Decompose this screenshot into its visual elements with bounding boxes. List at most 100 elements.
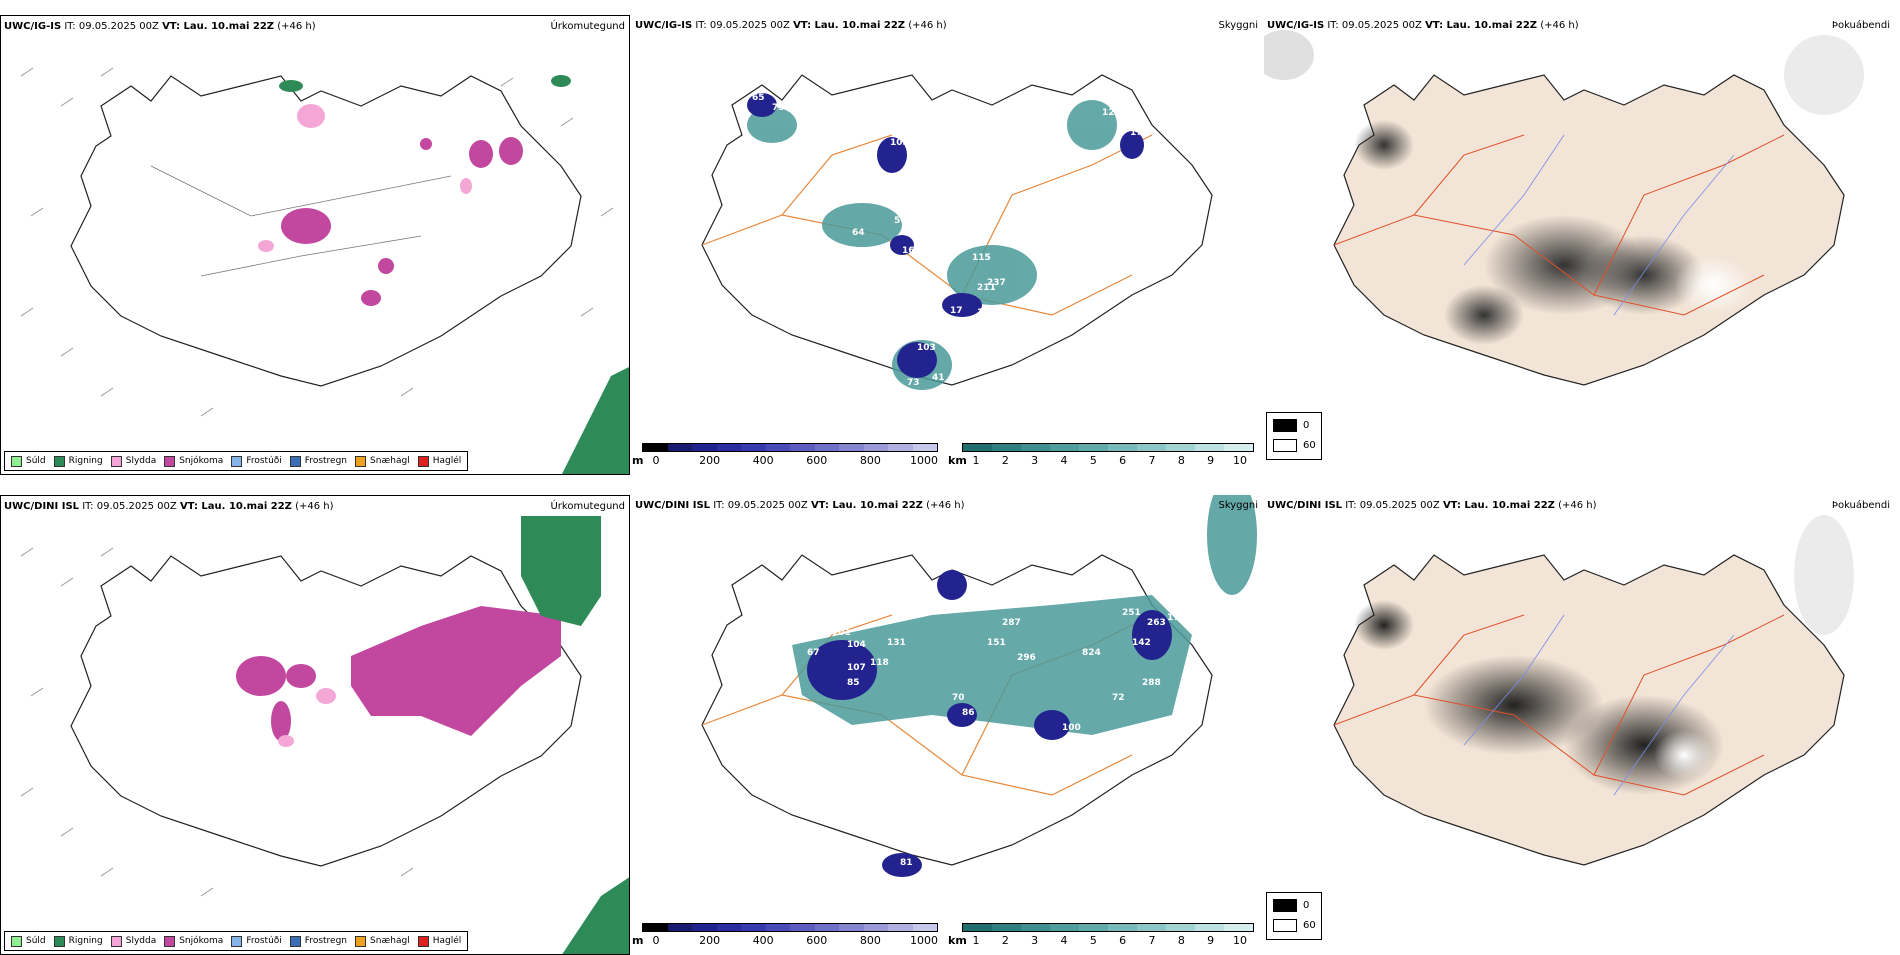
cloudbase-label: 172 (1167, 613, 1186, 623)
legend-item: Frostregn (289, 455, 347, 467)
cloudbase-label: 287 (1002, 618, 1021, 628)
precip-legend: Súld Rigning Slydda Snjókoma Frostúði Fr… (4, 931, 469, 951)
colorbar-segment (716, 924, 741, 931)
legend-swatch (164, 935, 176, 947)
cloudbase-label: 561 (894, 216, 913, 226)
panel-title: UWC/DINI ISL IT: 09.05.2025 00Z VT: Lau.… (4, 501, 334, 512)
colorbar-segment (888, 924, 913, 931)
legend-item: Snjókoma (164, 455, 223, 467)
visibility-colorbar: km 1 2 3 4 5 6 7 8 9 10 (942, 923, 1260, 951)
legend-swatch (417, 455, 429, 467)
fog-map-bottom (1333, 515, 1854, 866)
legend-item: Snjókoma (164, 935, 223, 947)
colorbar-tick: 10 (1233, 934, 1247, 947)
legend-swatch (355, 935, 367, 947)
cloudbase-label: 824 (1082, 648, 1101, 658)
cloudbase-label: 115 (972, 253, 991, 263)
colorbar-tick: 200 (699, 454, 721, 467)
cloudbase-label: 251 (1122, 608, 1141, 618)
legend-item: Frostúði (231, 455, 282, 467)
cloudbase-label: 142 (1132, 638, 1151, 648)
colorbar-tick: 400 (752, 454, 774, 467)
legend-swatch (53, 455, 65, 467)
cloudbase-label: 147 (994, 748, 1013, 758)
fog-field (1354, 515, 1854, 795)
legend-item: Snæhagl (355, 935, 410, 947)
colorbar-tick: 0 (652, 454, 660, 467)
colorbar-segment (863, 924, 888, 931)
panel-title: UWC/IG-IS IT: 09.05.2025 00Z VT: Lau. 10… (635, 20, 947, 31)
cloudbase-label: 15 (977, 308, 990, 318)
precip-rain (279, 75, 629, 474)
legend-item: Slydda (110, 455, 156, 467)
visibility-areas (747, 100, 1117, 390)
cloudbase-label: 64 (852, 228, 865, 238)
colorbar-segment (741, 444, 766, 451)
field-name: Þokuábendi (1831, 500, 1890, 511)
cloudbase-label: 65 (752, 93, 765, 103)
fog-map-top (1264, 30, 1864, 386)
cloudbase-label: 67 (807, 648, 820, 658)
colorbar-tick: 7 (1148, 934, 1156, 947)
legend-swatch (164, 455, 176, 467)
precip-map-bottom (20, 516, 629, 954)
legend-item: Frostúði (231, 935, 282, 947)
fog-swatch-0 (1273, 899, 1297, 912)
colorbar-unit: m (632, 934, 644, 947)
panel-title: UWC/DINI ISL IT: 09.05.2025 00Z VT: Lau.… (635, 500, 965, 511)
colorbar-unit: km (948, 934, 967, 947)
fog-legend: 0 60 (1266, 892, 1322, 940)
cloudbase-label: 25 (810, 628, 823, 638)
cloudbase-label: 61 (870, 273, 883, 283)
precip-map-top (20, 67, 629, 474)
legend-swatch (289, 455, 301, 467)
cloudbase-label: 296 (1017, 653, 1036, 663)
legend-swatch (231, 935, 243, 947)
legend-item: Súld (11, 935, 46, 947)
colorbar-segment (1137, 444, 1166, 451)
visibility-colorbar: km 1 2 3 4 5 6 7 8 9 10 (942, 443, 1260, 471)
colorbar-segment (1137, 924, 1166, 931)
legend-swatch (53, 935, 65, 947)
cloudbase-areas (807, 570, 1172, 877)
fog-swatch-60 (1273, 919, 1297, 932)
cloudbase-areas (747, 93, 1144, 378)
legend-swatch (110, 935, 122, 947)
fog-legend: 0 60 (1266, 412, 1322, 460)
visibility-areas (792, 495, 1257, 735)
colorbar-segment (1108, 444, 1137, 451)
cloudbase-label: 70 (762, 78, 775, 88)
legend-item: Rigning (53, 935, 103, 947)
cloudbase-label: 101 (832, 628, 851, 638)
colorbar-tick: 3 (1031, 934, 1039, 947)
precip-snow (281, 137, 523, 306)
colorbar-segment (814, 924, 839, 931)
colorbar-segment (839, 444, 864, 451)
colorbar-segment (1108, 924, 1137, 931)
colorbar-tick: 5 (1089, 454, 1097, 467)
field-name: Úrkomutegund (550, 21, 625, 32)
colorbar-tick: 7 (1148, 454, 1156, 467)
colorbar-strip (962, 443, 1254, 452)
colorbar-tick: 200 (699, 934, 721, 947)
precip-legend: Súld Rigning Slydda Snjókoma Frostúði Fr… (4, 451, 469, 471)
panel-title: UWC/DINI ISL IT: 09.05.2025 00Z VT: Lau.… (1267, 500, 1597, 511)
colorbar-tick: 0 (652, 934, 660, 947)
colorbar-tick: 2 (1001, 454, 1009, 467)
precip-rain (521, 516, 629, 954)
colorbar-tick: 1 (972, 454, 980, 467)
colorbar-segment (667, 924, 692, 931)
cloudbase-colorbar: m 0 200 400 600 800 1000 (632, 443, 942, 471)
cloudbase-label: 72 (1112, 693, 1125, 703)
colorbar-segment (814, 444, 839, 451)
colorbar-tick: 8 (1177, 934, 1185, 947)
colorbar-segment (888, 444, 913, 451)
colorbar-tick: 6 (1119, 934, 1127, 947)
legend-swatch (110, 455, 122, 467)
colorbar-tick: 800 (859, 934, 881, 947)
legend-swatch (11, 935, 22, 947)
legend-item: Snæhagl (355, 455, 410, 467)
legend-item: Súld (11, 455, 46, 467)
colorbar-segment (1079, 924, 1108, 931)
colorbar-segment (1021, 924, 1050, 931)
